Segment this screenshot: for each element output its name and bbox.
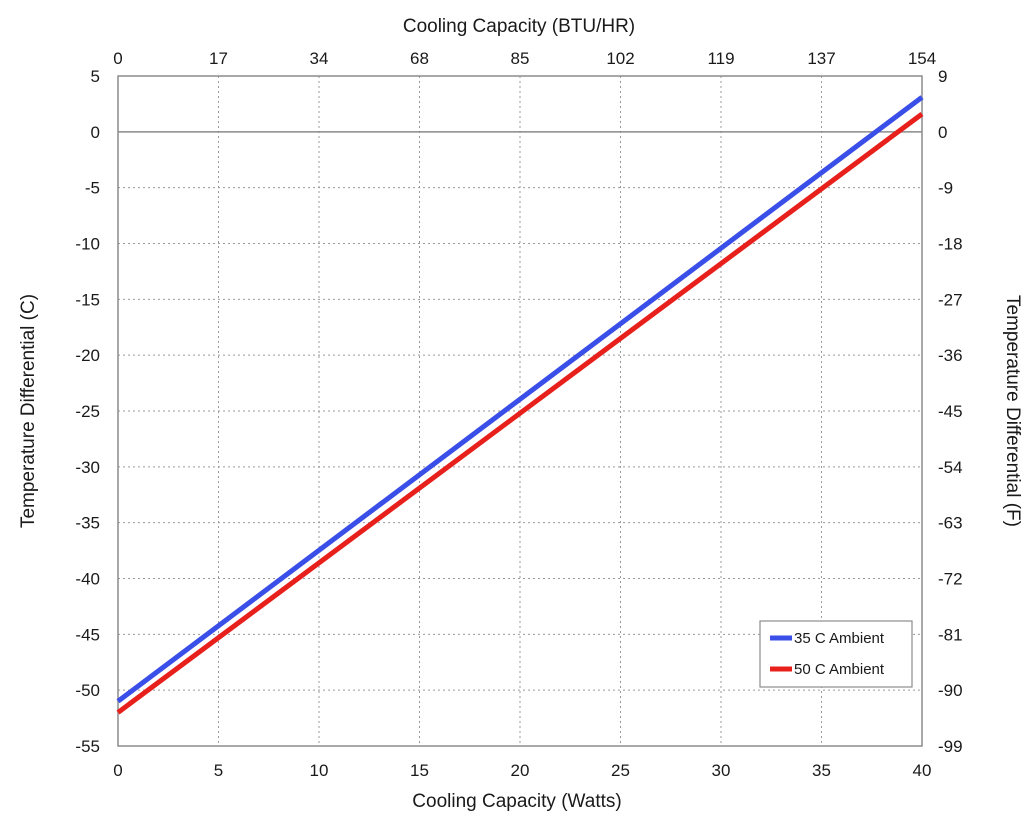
- x-tick-label: 0: [113, 761, 122, 780]
- x2-tick-label: 85: [511, 49, 530, 68]
- x2-tick-label: 154: [908, 49, 936, 68]
- series-line-35c-ambient: [116, 95, 924, 704]
- x-tick-label: 30: [712, 761, 731, 780]
- y2-tick-label: -81: [938, 625, 963, 644]
- x-tick-label: 35: [812, 761, 831, 780]
- x2-tick-label: 34: [310, 49, 329, 68]
- x-tick-label: 5: [214, 761, 223, 780]
- y-tick-label: -35: [75, 514, 100, 533]
- x2-tick-label: 137: [807, 49, 835, 68]
- y-tick-label: -55: [75, 737, 100, 756]
- series-layer: [116, 95, 924, 715]
- x-axis-title: Cooling Capacity (Watts): [412, 791, 621, 812]
- y-tick-label: -10: [75, 235, 100, 254]
- y2-tick-label: -36: [938, 346, 963, 365]
- series-line-50c-ambient: [116, 111, 924, 715]
- y-tick-label: -40: [75, 570, 100, 589]
- y2-tick-label: -45: [938, 402, 963, 421]
- x2-tick-label: 102: [606, 49, 634, 68]
- x2-tick-label: 119: [707, 49, 734, 68]
- y2-axis-title: Temperature Differential (F): [1002, 295, 1023, 527]
- x-tick-labels: 0 5 10 15 20 25 30 35 40: [113, 761, 931, 780]
- y-tick-label: -15: [75, 290, 100, 309]
- y-tick-label: -20: [75, 346, 100, 365]
- x2-tick-label: 17: [209, 49, 228, 68]
- y2-tick-label: -72: [938, 570, 963, 589]
- x-tick-label: 10: [310, 761, 329, 780]
- x-tick-label: 20: [511, 761, 530, 780]
- x2-axis-title: Cooling Capacity (BTU/HR): [403, 16, 635, 37]
- legend-label-35c: 35 C Ambient: [794, 630, 885, 647]
- legend: 35 C Ambient 50 C Ambient: [759, 620, 913, 688]
- y2-tick-label: -18: [938, 235, 963, 254]
- x-tick-label: 40: [913, 761, 932, 780]
- y-axis-title: Temperature Differential (C): [18, 294, 39, 528]
- x2-tick-label: 68: [410, 49, 429, 68]
- y-tick-labels: 5 0 -5 -10 -15 -20 -25 -30 -35 -40 -45 -50 -55: [75, 67, 100, 756]
- legend-box: [759, 620, 913, 688]
- y-tick-label: 0: [91, 123, 100, 142]
- y-tick-label: -30: [75, 458, 100, 477]
- plot-frame: [117, 75, 923, 747]
- y2-tick-labels: 9 0 -9 -18 -27 -36 -45 -54 -63 -72 -81 -90 -99: [938, 67, 963, 756]
- y2-tick-label: -54: [938, 458, 963, 477]
- y2-tick-label: -9: [938, 179, 953, 198]
- y2-tick-label: -63: [938, 514, 963, 533]
- y2-tick-label: -90: [938, 681, 963, 700]
- y2-tick-label: 9: [938, 67, 947, 86]
- y2-tick-label: 0: [938, 123, 947, 142]
- y-tick-label: -5: [85, 179, 100, 198]
- y2-tick-label: -27: [938, 290, 963, 309]
- y-tick-label: -45: [75, 625, 100, 644]
- y2-tick-label: -99: [938, 737, 963, 756]
- x-tick-label: 15: [410, 761, 429, 780]
- x2-tick-labels: 0 17 34 68 85 102 119 137 154: [113, 49, 936, 68]
- x-tick-label: 25: [611, 761, 630, 780]
- y-tick-label: 5: [91, 67, 100, 86]
- x2-tick-label: 0: [113, 49, 122, 68]
- legend-label-50c: 50 C Ambient: [794, 661, 885, 678]
- y-tick-label: -50: [75, 681, 100, 700]
- y-tick-label: -25: [75, 402, 100, 421]
